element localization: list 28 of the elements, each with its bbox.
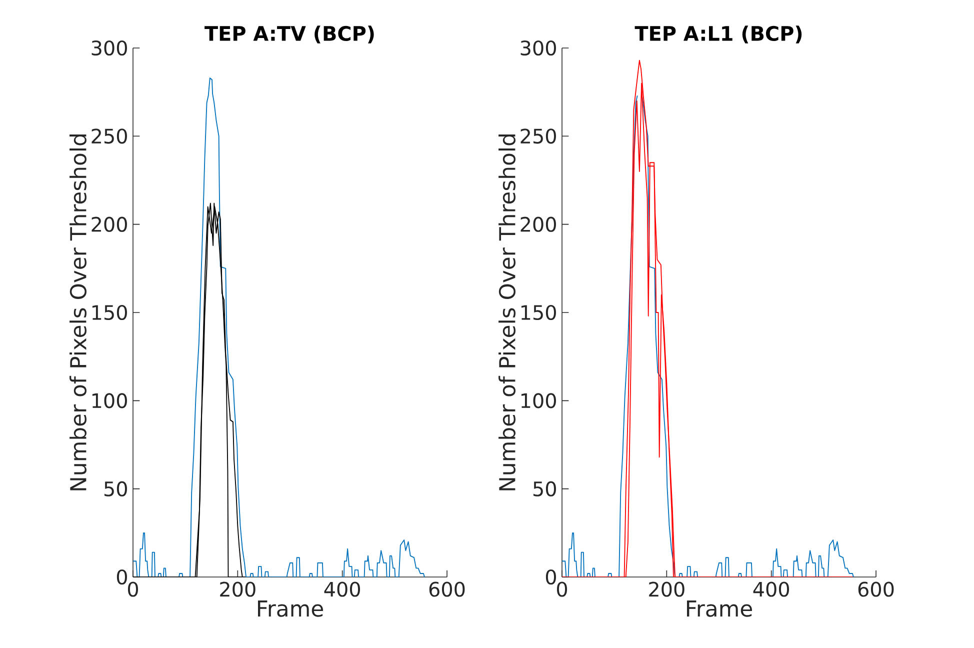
- y-tick-label: 150: [92, 304, 127, 320]
- x-tick-label: 600: [858, 582, 894, 597]
- x-tick-label: 0: [128, 582, 138, 597]
- y-tick-label: 300: [92, 40, 127, 56]
- x-tick-label: 200: [220, 582, 256, 597]
- y-tick-label: 100: [92, 393, 127, 408]
- y-tick-label: 0: [546, 569, 556, 585]
- chart-title: TEP A:TV (BCP): [204, 26, 374, 44]
- y-axis-title: Number of Pixels Over Threshold: [498, 134, 516, 490]
- y-tick-label: 50: [104, 481, 127, 496]
- y-tick-label: 100: [521, 393, 556, 408]
- x-axis-title: Frame: [687, 600, 752, 617]
- y-tick-label: 250: [520, 128, 556, 144]
- y-tick-label: 250: [92, 128, 127, 144]
- y-tick-label: 50: [534, 481, 556, 496]
- x-tick-label: 400: [324, 582, 360, 597]
- x-tick-label: 0: [556, 582, 568, 597]
- y-tick-label: 300: [520, 40, 556, 56]
- x-axis-title: Frame: [258, 600, 323, 617]
- y-tick-label: 200: [92, 216, 127, 232]
- x-tick-label: 400: [753, 582, 790, 597]
- chart-title: TEP A:L1 (BCP): [634, 26, 802, 44]
- x-tick-label: 600: [429, 582, 465, 597]
- x-tick-label: 200: [649, 582, 684, 597]
- y-axis-title: Number of Pixels Over Threshold: [70, 134, 86, 490]
- y-tick-label: 150: [521, 304, 556, 320]
- y-tick-label: 0: [116, 569, 127, 585]
- y-tick-label: 200: [520, 216, 556, 232]
